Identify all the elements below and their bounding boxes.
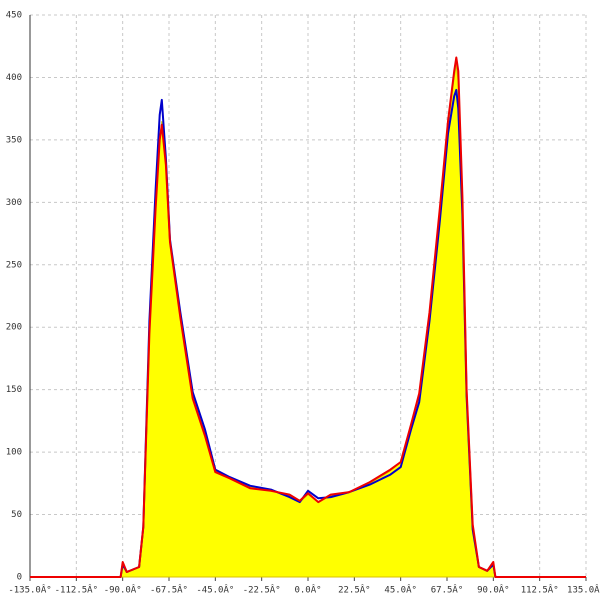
x-tick-label: 0.0Â° bbox=[294, 584, 321, 596]
x-tick-label: 112.5Â° bbox=[521, 584, 559, 596]
y-tick-label: 450 bbox=[6, 11, 22, 21]
y-tick-label: 150 bbox=[6, 385, 22, 395]
x-tick-label: -90.0Â° bbox=[104, 584, 142, 596]
y-tick-label: 100 bbox=[6, 448, 22, 458]
y-tick-label: 0 bbox=[17, 573, 22, 583]
x-tick-label: 90.0Â° bbox=[477, 584, 510, 596]
y-tick-label: 50 bbox=[11, 510, 22, 520]
y-tick-label: 200 bbox=[6, 323, 22, 333]
x-tick-label: -67.5Â° bbox=[150, 584, 188, 596]
x-tick-label: 45.0Â° bbox=[384, 584, 417, 596]
x-tick-label: 67.5Â° bbox=[431, 584, 464, 596]
x-tick-label: -112.5Â° bbox=[55, 584, 98, 596]
x-tick-label: -135.0Â° bbox=[8, 584, 51, 596]
y-tick-label: 250 bbox=[6, 260, 22, 270]
y-tick-label: 400 bbox=[6, 73, 22, 83]
x-tick-label: 22.5Â° bbox=[338, 584, 371, 596]
y-tick-label: 350 bbox=[6, 135, 22, 145]
x-tick-label: -45.0Â° bbox=[196, 584, 234, 596]
x-tick-label: -22.5Â° bbox=[243, 584, 281, 596]
y-tick-label: 300 bbox=[6, 198, 22, 208]
x-tick-label: 135.0Â° bbox=[567, 584, 600, 596]
line bbox=[30, 56, 586, 578]
